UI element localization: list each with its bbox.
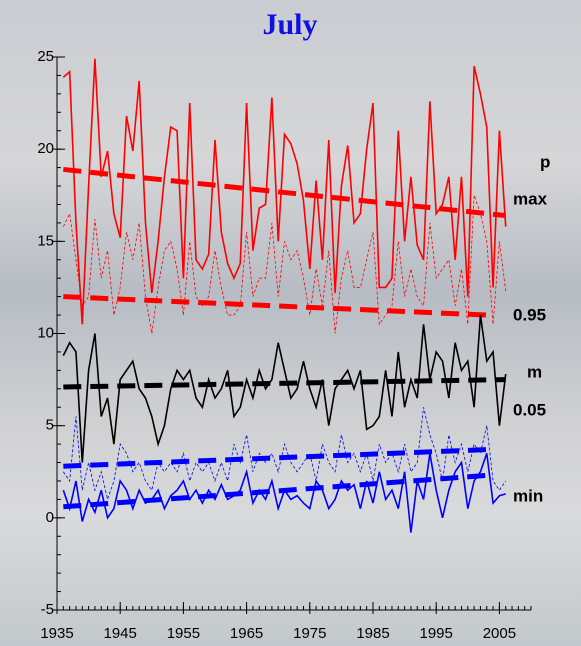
series-line [62,195,507,334]
x-tick-label: 1985 [356,625,389,642]
x-tick-label: 1935 [40,625,73,642]
x-tick-label: 1995 [420,625,453,642]
trend-line [63,377,506,390]
x-tick-label: 1975 [293,625,326,642]
y-tick-label: 25 [37,48,54,65]
chart-title: July [262,8,317,41]
y-tick-label: 15 [37,232,54,249]
series-line [62,407,507,501]
x-tick-label: 1945 [104,625,137,642]
series-label: 0.05 [513,400,546,419]
y-tick-label: 0 [46,509,54,526]
trend-line [63,447,487,469]
y-tick-label: -5 [41,601,54,618]
x-tick-label: 1955 [167,625,200,642]
trend-line [63,472,487,510]
x-tick-label: 2005 [483,625,516,642]
trend-line [63,166,506,219]
series-label: min [513,486,543,505]
legend-title: p [540,152,550,171]
series-label: 0.95 [513,305,546,324]
series-line [62,314,507,463]
y-tick-label: 10 [37,324,54,341]
trend-line [63,294,487,318]
series-label: m [527,362,542,381]
series-label: max [513,189,548,208]
x-tick-label: 1965 [230,625,263,642]
y-tick-label: 20 [37,140,54,157]
series-line [62,58,507,325]
y-tick-label: 5 [46,417,54,434]
